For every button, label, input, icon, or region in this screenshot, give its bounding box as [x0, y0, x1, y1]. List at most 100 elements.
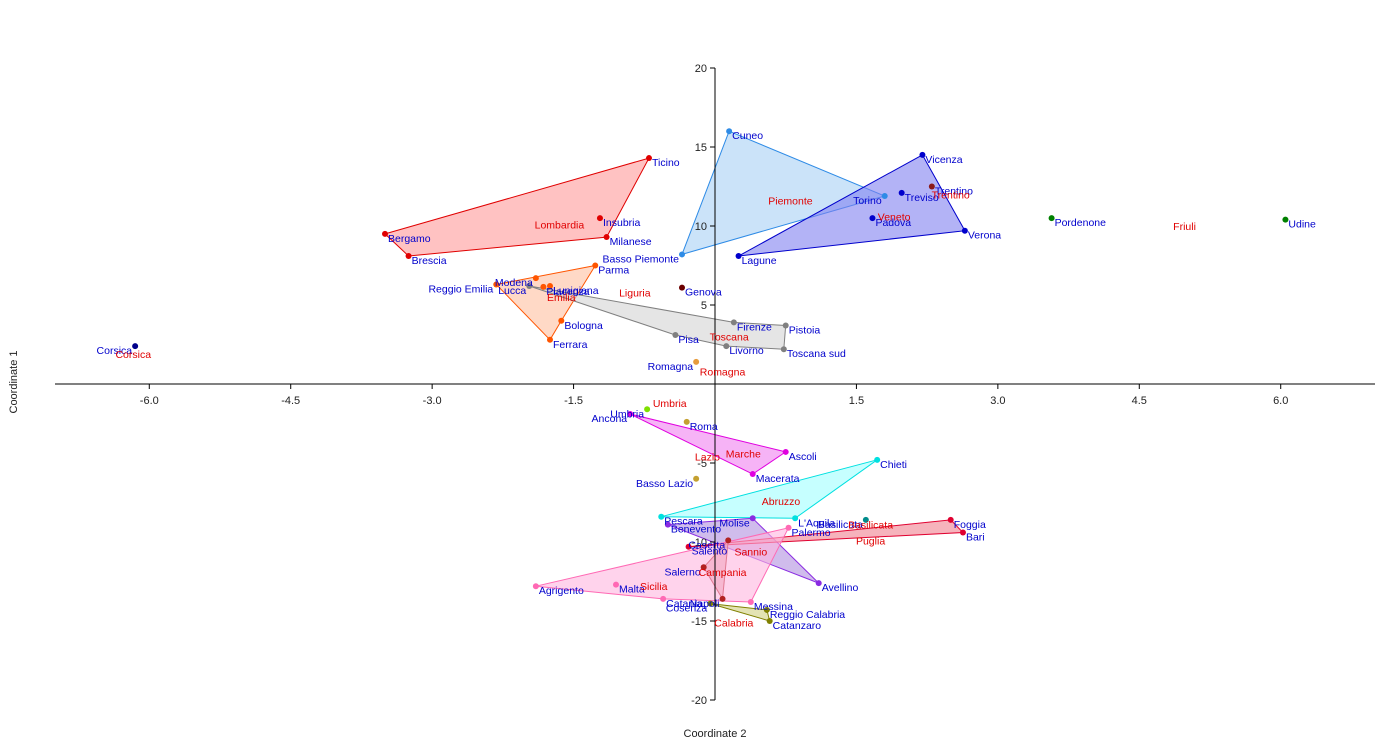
y-tick-label: -5 — [697, 458, 707, 470]
point-label-lunigiana: Lunigiana — [553, 285, 599, 297]
x-tick-label: 4.5 — [1132, 395, 1147, 407]
point-label-firenze: Firenze — [737, 321, 772, 333]
point-macerata — [749, 471, 756, 478]
point-label-pisa: Pisa — [678, 334, 699, 346]
x-tick-label: 3.0 — [990, 395, 1005, 407]
point-bergamo — [382, 230, 388, 237]
group-label-veneto: Veneto — [878, 212, 911, 224]
point-molise — [749, 515, 756, 522]
point-napoli — [719, 595, 726, 602]
point-label-molise: Molise — [719, 517, 750, 529]
x-axis-title: Coordinate 2 — [684, 728, 747, 740]
group-label-emilia: Emilia — [547, 292, 576, 304]
point-avellino — [815, 580, 822, 587]
point-reggio-calabria — [763, 606, 770, 613]
hull-piemonte — [681, 130, 887, 256]
point-padova — [869, 215, 876, 222]
point-udine — [1282, 216, 1289, 223]
point-label-caserta: Caserta — [688, 539, 725, 551]
point-label-cuneo: Cuneo — [732, 130, 763, 142]
point-label-basilicata: Basilicata — [818, 519, 863, 531]
hull-marche — [629, 413, 787, 475]
x-tick-label: 6.0 — [1273, 395, 1288, 407]
point-ticino — [646, 155, 652, 162]
point-umbria — [644, 406, 651, 413]
point-label-livorno: Livorno — [729, 345, 764, 357]
group-label-piemonte: Piemonte — [768, 196, 813, 208]
point-label-roma: Roma — [690, 421, 718, 433]
point-label-foggia: Foggia — [954, 519, 986, 531]
point-label-modena: Modena — [495, 277, 533, 289]
point-label-avellino: Avellino — [822, 582, 859, 594]
point-label-toscana-sud: Toscana sud — [787, 348, 846, 360]
y-tick-label: -10 — [691, 537, 707, 549]
point-label-agrigento: Agrigento — [539, 585, 584, 597]
group-label-calabria: Calabria — [714, 618, 753, 630]
y-tick-label: 10 — [695, 221, 707, 233]
point-l-aquila — [792, 515, 799, 522]
point-label-ticino: Ticino — [652, 157, 680, 169]
point-foggia — [947, 516, 954, 523]
point-roma — [683, 418, 690, 425]
point-lagune — [735, 253, 742, 260]
group-label-lazio: Lazio — [695, 452, 720, 464]
point-lucca — [526, 283, 533, 290]
ticks-layer: -6.0 -4.5 -3.0 -1.5 1.5 3.0 4.5 6.0 20 15 10 5 -5 -10… — [140, 63, 1289, 707]
group-label-basilicata: Basilicata — [848, 520, 893, 532]
group-label-abruzzo: Abruzzo — [762, 496, 801, 508]
group-label-lombardia: Lombardia — [535, 219, 585, 231]
point-label-piacenza: Piacenza — [546, 286, 589, 298]
point-trentino — [928, 183, 935, 190]
point-basso-lazio — [693, 475, 700, 482]
point-romagna — [693, 358, 700, 365]
point-label-lagune: Lagune — [742, 255, 777, 267]
point-piacenza — [540, 283, 547, 290]
group-label-trentino: Trentino — [932, 189, 970, 201]
point-label-catania: Catania — [666, 598, 702, 610]
point-toscana-sud — [780, 346, 787, 353]
point-livorno — [723, 343, 730, 350]
point-salerno — [700, 564, 707, 571]
point-palermo — [785, 524, 792, 531]
group-label-marche: Marche — [726, 449, 761, 461]
point-agrigento — [532, 583, 539, 590]
group-label-toscana: Toscana — [710, 332, 749, 344]
group-label-corsica: Corsica — [115, 349, 151, 361]
point-label-milanese: Milanese — [610, 236, 652, 248]
point-brescia — [405, 253, 412, 260]
point-malta — [613, 581, 619, 588]
point-lunigiana — [547, 283, 553, 290]
x-tick-label: -1.5 — [564, 395, 583, 407]
point-label-insubria: Insubria — [603, 217, 641, 229]
y-tick-label: 15 — [695, 142, 707, 154]
group-label-campania: Campania — [699, 567, 747, 579]
point-reggio-emilia — [493, 281, 500, 288]
point-genova — [679, 284, 685, 291]
y-axis-title: Coordinate 1 — [8, 351, 20, 414]
point-catania — [660, 595, 667, 602]
x-tick-label: -4.5 — [281, 395, 300, 407]
point-label-catanzaro: Catanzaro — [773, 620, 822, 632]
point-label-pistoia: Pistoia — [789, 325, 821, 337]
point-ferrara — [547, 336, 553, 343]
point-label-benevento: Benevento — [671, 524, 721, 536]
point-label-pescara: Pescara — [664, 516, 703, 528]
point-label-treviso: Treviso — [905, 192, 939, 204]
point-label-torino: Torino — [853, 195, 882, 207]
point-label-reggio-emilia: Reggio Emilia — [428, 283, 493, 295]
point-modena — [532, 275, 539, 282]
point-label-parma: Parma — [598, 265, 629, 277]
point-pisa — [672, 332, 679, 339]
axes-layer — [55, 68, 1375, 700]
point-label-vicenza: Vicenza — [925, 154, 962, 166]
point-label-basso-lazio: Basso Lazio — [636, 478, 693, 490]
point-torino — [881, 192, 888, 199]
point-pordenone — [1048, 215, 1055, 222]
point-label-lucca: Lucca — [498, 285, 526, 297]
group-label-sannio: Sannio — [734, 546, 767, 558]
point-treviso — [898, 189, 905, 196]
point-catanzaro — [766, 618, 773, 624]
hull-abruzzo — [661, 459, 878, 519]
points-layer — [132, 128, 1289, 624]
